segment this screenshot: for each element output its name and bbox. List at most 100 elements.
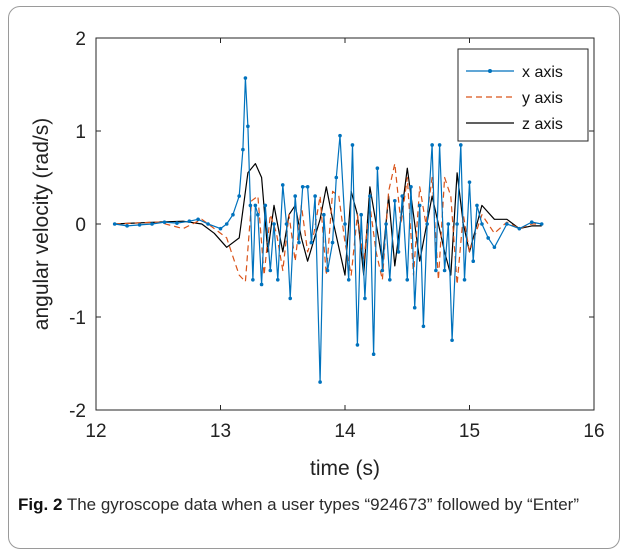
- x-axis-point: [412, 305, 417, 310]
- x-axis-point: [405, 278, 410, 282]
- x-axis-point: [400, 194, 405, 198]
- x-axis-point: [455, 222, 459, 226]
- x-axis-point: [137, 223, 142, 227]
- legend-marker: [488, 69, 492, 73]
- x-axis-point: [237, 194, 241, 198]
- y-tick-label: -2: [69, 401, 86, 422]
- x-axis-point: [288, 296, 293, 301]
- x-axis-point: [187, 219, 192, 224]
- x-axis-point: [437, 143, 442, 147]
- x-axis-point: [231, 212, 235, 217]
- x-axis-point: [206, 222, 210, 226]
- x-axis-point: [380, 268, 385, 273]
- x-axis-point: [417, 203, 422, 208]
- x-axis-point: [462, 278, 467, 282]
- x-axis-point: [112, 222, 117, 226]
- x-tick-label: 13: [210, 421, 231, 442]
- y-tick-label: 0: [75, 215, 86, 236]
- x-axis-point: [322, 212, 326, 217]
- x-tick-label: 12: [85, 421, 106, 442]
- x-tick-label: 14: [334, 421, 356, 442]
- x-axis-point: [224, 222, 229, 226]
- x-axis-point: [280, 183, 285, 187]
- legend-label: x axis: [522, 64, 563, 81]
- x-axis-point: [305, 185, 310, 189]
- x-axis-point: [325, 268, 330, 273]
- x-axis-point: [268, 268, 273, 273]
- x-axis-point: [458, 143, 463, 147]
- x-axis-point: [446, 222, 451, 226]
- x-axis-point: [430, 143, 434, 147]
- x-axis-point: [480, 222, 484, 226]
- x-axis-point: [375, 166, 380, 170]
- caption-lead: Fig. 2: [18, 495, 63, 514]
- x-axis-point: [218, 226, 223, 231]
- legend-label: y axis: [522, 90, 563, 107]
- y-axis-title: angular velocity (rad/s): [30, 118, 53, 330]
- x-axis-point: [359, 212, 363, 217]
- x-axis-point: [363, 296, 367, 301]
- x-axis-point: [384, 222, 388, 226]
- x-axis-point: [318, 380, 322, 384]
- x-axis-point: [300, 185, 305, 189]
- x-axis-point: [248, 203, 253, 208]
- x-axis-point: [293, 194, 298, 198]
- x-axis-point: [338, 133, 342, 138]
- x-axis-point: [371, 352, 376, 357]
- x-axis-point: [388, 278, 392, 282]
- x-axis-point: [272, 222, 276, 226]
- x-axis-point: [150, 222, 154, 226]
- x-axis-point: [253, 203, 258, 208]
- x-axis-point: [486, 236, 490, 240]
- series-line-x-axis: [114, 77, 542, 383]
- x-axis-point: [434, 268, 438, 273]
- x-axis-point: [350, 143, 355, 147]
- legend: x axis y axis z axis: [457, 48, 589, 142]
- x-axis-point: [539, 222, 544, 226]
- x-axis-point: [246, 124, 250, 129]
- x-axis-point: [475, 203, 479, 208]
- x-axis-point: [251, 278, 255, 282]
- caption-text: The gyroscope data when a user types “92…: [66, 495, 580, 514]
- x-axis-point: [275, 278, 280, 282]
- x-axis-point: [175, 221, 179, 225]
- x-axis-point: [297, 240, 301, 245]
- x-axis-point: [284, 222, 289, 226]
- x-axis-title: time (s): [310, 457, 380, 480]
- x-axis-point: [330, 240, 335, 245]
- y-tick-label: 2: [75, 29, 86, 50]
- y-tick-label: -1: [69, 308, 86, 329]
- x-axis-point: [467, 180, 472, 184]
- figure-caption: Fig. 2 The gyroscope data when a user ty…: [18, 493, 608, 516]
- x-axis-point: [196, 217, 200, 222]
- x-axis-point: [471, 259, 476, 264]
- x-axis-point: [517, 226, 522, 231]
- x-axis-point: [393, 198, 397, 203]
- x-axis-point: [256, 212, 260, 217]
- series-layer: [112, 76, 544, 384]
- legend-box: [457, 48, 589, 142]
- legend-label: z axis: [522, 116, 563, 133]
- x-axis-point: [125, 224, 129, 228]
- x-axis-point: [243, 76, 248, 80]
- x-axis-point: [313, 194, 317, 198]
- x-axis-point: [425, 222, 429, 226]
- x-axis-point: [309, 240, 314, 245]
- x-axis-point: [421, 324, 426, 329]
- x-tick-label: 15: [459, 421, 480, 442]
- x-axis-point: [162, 220, 167, 224]
- x-axis-point: [505, 222, 509, 226]
- x-axis-point: [492, 245, 497, 250]
- x-axis-point: [529, 220, 534, 224]
- x-axis-point: [409, 185, 413, 189]
- x-axis-point: [442, 268, 447, 273]
- x-axis-point: [368, 194, 372, 198]
- x-axis-point: [396, 250, 401, 254]
- x-axis-point: [334, 175, 339, 180]
- x-axis-point: [259, 282, 264, 287]
- x-axis-point: [355, 343, 360, 347]
- x-tick-label: 16: [583, 421, 604, 442]
- x-axis-point: [450, 338, 454, 343]
